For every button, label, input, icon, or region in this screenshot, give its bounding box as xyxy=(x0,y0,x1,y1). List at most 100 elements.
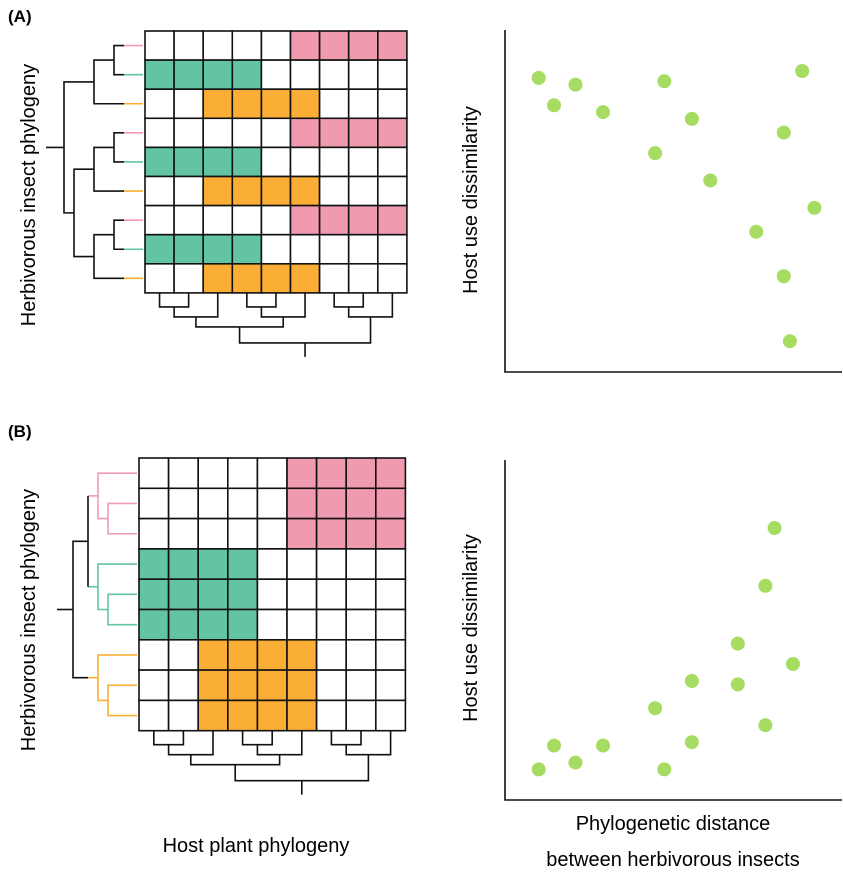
phylogeny-branch xyxy=(107,593,118,626)
matrix-cell xyxy=(227,608,259,641)
matrix-cell xyxy=(374,638,407,671)
matrix-cell xyxy=(231,88,263,120)
plant-phylogeny-branch xyxy=(241,730,273,746)
matrix-cell xyxy=(345,669,377,702)
panel-a-scatter: Host use dissimilarity xyxy=(460,30,842,373)
matrix-cell xyxy=(197,578,229,611)
matrix-cell xyxy=(144,146,175,178)
matrix-cell xyxy=(173,117,205,149)
matrix-cell xyxy=(167,548,200,581)
plant-phylogeny-branch xyxy=(330,730,362,746)
matrix-cell xyxy=(173,204,205,236)
matrix-cell xyxy=(256,608,288,641)
plant-phylogeny-branch xyxy=(333,292,365,308)
panel-a-host-use-matrix xyxy=(144,30,408,294)
matrix-cell xyxy=(138,669,170,702)
matrix-cell xyxy=(197,548,229,581)
matrix-cell xyxy=(347,146,379,178)
matrix-cell xyxy=(231,146,263,178)
matrix-cell xyxy=(227,517,259,550)
matrix-cell xyxy=(376,59,408,90)
matrix-cell xyxy=(347,88,379,120)
matrix-cell xyxy=(374,699,407,732)
matrix-cell xyxy=(345,517,377,550)
matrix-cell xyxy=(376,262,408,294)
matrix-cell xyxy=(144,233,175,265)
matrix-cell xyxy=(315,578,348,611)
matrix-cell xyxy=(256,578,288,611)
scatter-point xyxy=(795,64,810,79)
plant-phylogeny-branch xyxy=(190,754,281,766)
matrix-cell xyxy=(374,608,407,641)
panel-a-label: (A) xyxy=(8,7,32,26)
matrix-cell xyxy=(144,88,175,120)
panel-b-insect-phylogeny xyxy=(57,472,137,717)
scatter-point xyxy=(767,521,782,535)
matrix-cell xyxy=(289,233,321,265)
matrix-cell xyxy=(286,638,318,671)
scatter-point xyxy=(596,105,611,120)
matrix-cell xyxy=(286,457,318,490)
matrix-cell xyxy=(256,548,288,581)
matrix-cell xyxy=(202,204,234,236)
matrix-cell xyxy=(318,204,350,236)
matrix-cell xyxy=(138,608,170,641)
matrix-cell xyxy=(374,578,407,611)
matrix-cell xyxy=(260,59,292,90)
matrix-cell xyxy=(289,262,321,294)
matrix-cell xyxy=(227,699,259,732)
matrix-cell xyxy=(374,669,407,702)
matrix-cell xyxy=(345,638,377,671)
phylogeny-branch xyxy=(93,233,124,280)
matrix-cell xyxy=(318,30,350,61)
matrix-cell xyxy=(144,59,175,90)
scatter-point xyxy=(657,762,672,777)
matrix-cell xyxy=(289,59,321,90)
plant-phylogeny-branch xyxy=(195,316,285,328)
scatter-point xyxy=(758,578,773,593)
matrix-cell xyxy=(376,117,408,149)
plant-phylogeny-branch xyxy=(345,730,392,756)
matrix-cell xyxy=(347,233,379,265)
matrix-cell xyxy=(256,699,288,732)
matrix-cell xyxy=(376,30,408,61)
panel-a-insect-phylogeny xyxy=(46,44,143,280)
panel-b-scatter-axes xyxy=(504,460,842,801)
panel-b-x-axis-label-line1: Phylogenetic distance xyxy=(576,813,771,835)
matrix-cell xyxy=(167,487,200,520)
matrix-cell xyxy=(138,699,170,732)
matrix-cell xyxy=(256,638,288,671)
scatter-point xyxy=(730,677,745,692)
panel-a-insect-axis-label: Herbivorous insect phylogeny xyxy=(18,64,40,326)
matrix-cell xyxy=(286,517,318,550)
matrix-cell xyxy=(289,175,321,207)
panel-b: (B) Herbivorous insect phylogeny Host pl… xyxy=(8,422,842,871)
matrix-cell xyxy=(345,548,377,581)
matrix-cell xyxy=(173,233,205,265)
matrix-cell xyxy=(202,175,234,207)
matrix-cell xyxy=(286,548,318,581)
matrix-cell xyxy=(256,457,288,490)
scatter-point xyxy=(648,146,663,161)
scatter-point xyxy=(730,636,745,651)
matrix-cell xyxy=(260,233,292,265)
matrix-cell xyxy=(231,30,263,61)
matrix-cell xyxy=(289,88,321,120)
scatter-point xyxy=(684,735,699,750)
matrix-cell xyxy=(138,517,170,550)
matrix-cell xyxy=(286,608,318,641)
matrix-cell xyxy=(138,578,170,611)
matrix-cell xyxy=(138,548,170,581)
matrix-cell xyxy=(376,88,408,120)
scatter-point xyxy=(782,334,797,349)
scatter-point xyxy=(568,77,583,92)
matrix-cell xyxy=(173,59,205,90)
matrix-cell xyxy=(318,59,350,90)
scatter-point xyxy=(776,269,791,284)
matrix-cell xyxy=(315,517,348,550)
scatter-point xyxy=(703,173,718,188)
panel-b-plant-axis-label: Host plant phylogeny xyxy=(163,835,350,857)
matrix-cell xyxy=(318,117,350,149)
scatter-point xyxy=(684,111,699,126)
matrix-cell xyxy=(144,30,175,61)
